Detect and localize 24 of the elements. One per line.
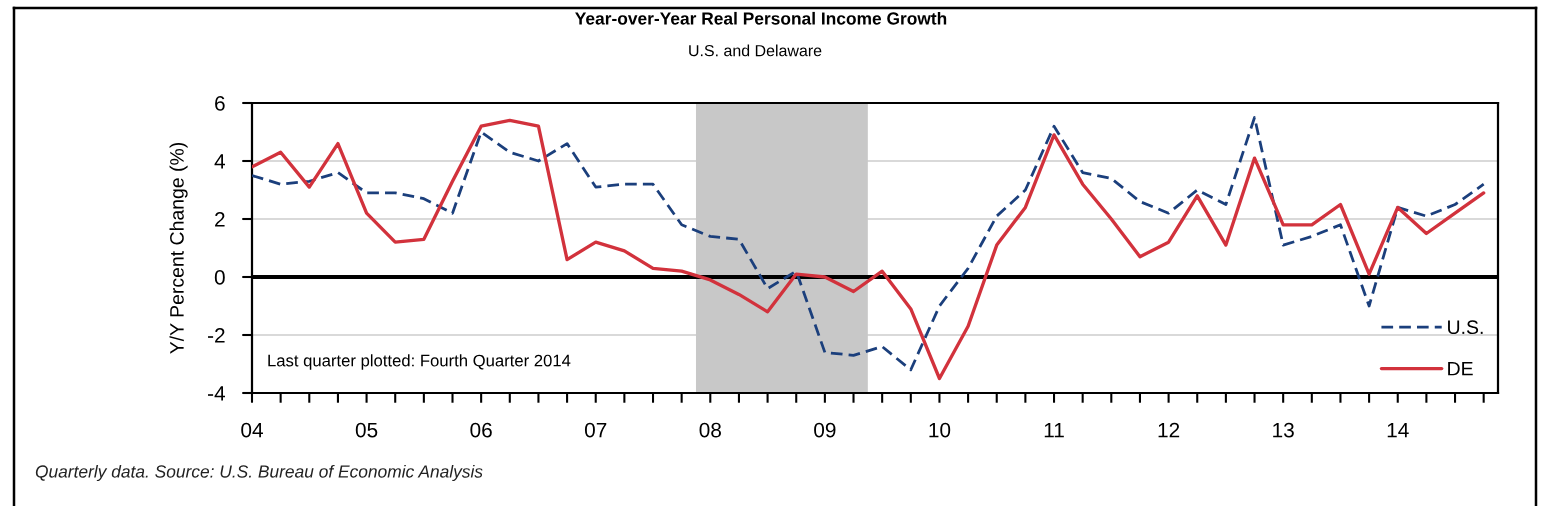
y-tick-label: 4 [214, 154, 225, 169]
y-tick-label: -2 [208, 328, 225, 343]
legend-label: DE [1448, 361, 1473, 376]
x-tick-label: 08 [699, 422, 721, 438]
x-tick-label: 05 [355, 422, 378, 438]
x-tick-label: 11 [1044, 422, 1064, 438]
x-tick-label: 09 [814, 422, 836, 438]
x-tick-label: 12 [1158, 422, 1180, 438]
x-tick-label: 07 [584, 422, 607, 438]
x-tick-label: 10 [929, 422, 951, 438]
text: Quarterly data. Source: U.S. Bureau of Economic Analysis [35, 464, 483, 482]
y-tick-label: 2 [215, 212, 225, 227]
x-tick-label: 14 [1387, 422, 1409, 438]
x-tick-label: 13 [1273, 422, 1294, 438]
y-tick-label: 6 [215, 96, 225, 111]
chart-subtitle: U.S. and Delaware [689, 44, 822, 57]
y-axis-title: Y/Y Percent Change (%) [169, 142, 188, 354]
y-tick-label: -4 [208, 386, 225, 401]
annotation: Last quarter plotted: Fourth Quarter 2014 [268, 354, 571, 370]
x-tick-label: 06 [470, 422, 492, 438]
legend-label: U.S. [1448, 320, 1483, 335]
y-tick-label: 0 [214, 270, 225, 285]
x-tick-label: 04 [241, 422, 263, 438]
chart-title: Year-over-Year Real Personal Income Growth [575, 11, 947, 25]
